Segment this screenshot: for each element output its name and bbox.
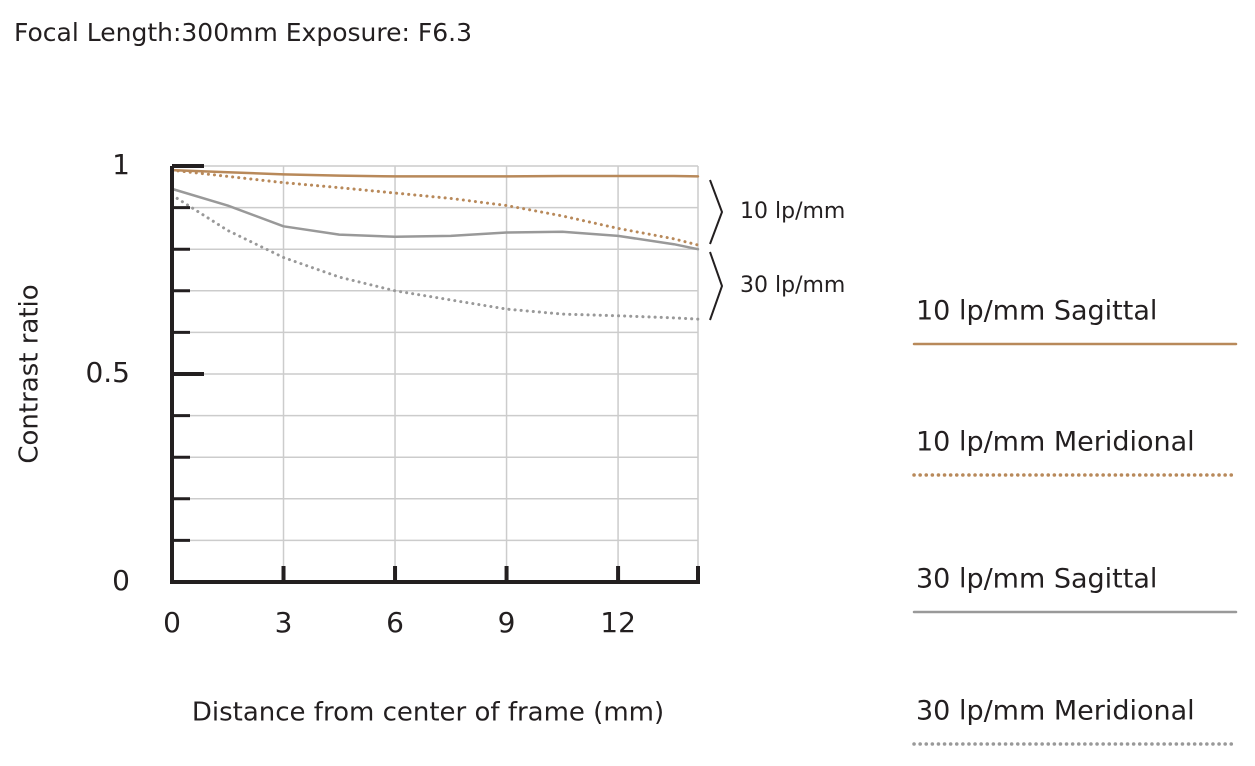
annotation: 10 lp/mm — [740, 199, 845, 224]
x-tick-label: 6 — [386, 606, 404, 639]
series-line — [170, 193, 700, 321]
bracket — [709, 251, 724, 321]
legend-label: 30 lp/mm Sagittal — [916, 564, 1157, 595]
x-tick-label: 9 — [498, 606, 516, 639]
x-axis-label: Distance from center of frame (mm) — [192, 698, 664, 728]
x-tick-label: 0 — [163, 606, 181, 639]
y-tick-label: 0 — [112, 564, 130, 597]
legend-label: 10 lp/mm Sagittal — [916, 296, 1157, 327]
x-tick-label: 3 — [275, 606, 293, 639]
series-line — [170, 168, 700, 247]
annotation: 30 lp/mm — [740, 273, 845, 298]
y-tick-label: 1 — [112, 148, 130, 181]
x-tick-label: 12 — [600, 606, 636, 639]
series-line — [170, 187, 700, 251]
y-tick-label: 0.5 — [85, 356, 130, 389]
series-line — [170, 168, 700, 178]
legend-label: 10 lp/mm Meridional — [916, 427, 1195, 458]
chart-title: Focal Length:300mm Exposure: F6.3 — [14, 18, 472, 47]
y-axis-label: Contrast ratio — [15, 284, 45, 463]
legend-label: 30 lp/mm Meridional — [916, 696, 1195, 727]
bracket — [709, 179, 724, 245]
